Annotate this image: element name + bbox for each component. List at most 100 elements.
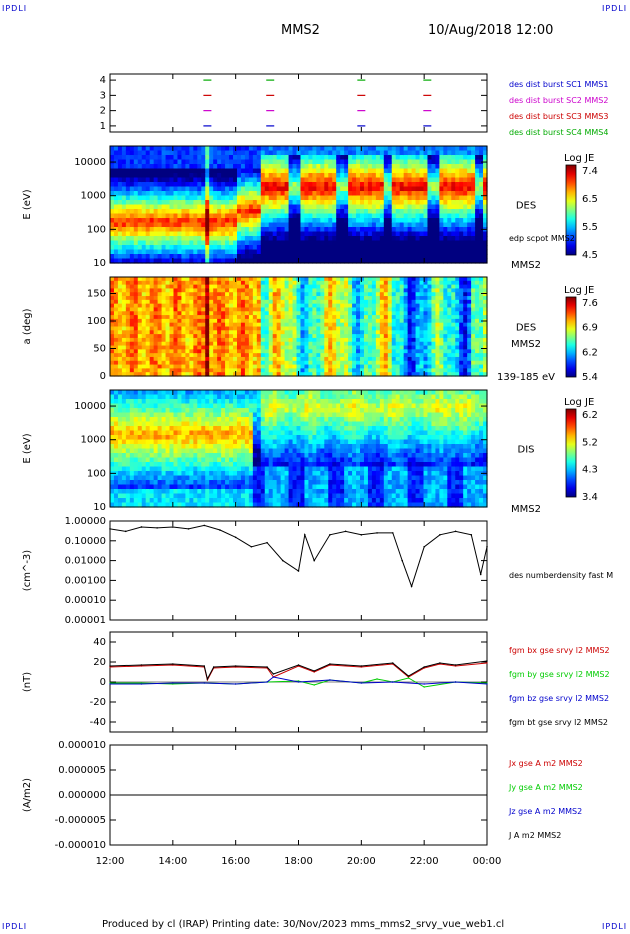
spectrogram-cell <box>272 356 278 362</box>
spectrogram-cell <box>423 341 429 347</box>
spectrogram-cell <box>149 322 155 328</box>
spectrogram-cell <box>371 177 377 183</box>
spectrogram-cell <box>209 364 214 369</box>
spectrogram-cell <box>403 258 409 264</box>
spectrogram-cell <box>467 218 472 224</box>
legend-burst-2: des dist burst SC2 MMS2 <box>509 96 608 105</box>
spectrogram-cell <box>113 337 119 343</box>
spectrogram-cell <box>344 303 349 309</box>
spectrogram-cell <box>395 231 401 237</box>
spectrogram-cell <box>125 240 131 246</box>
spectrogram-cell <box>177 177 183 183</box>
spectrogram-cell <box>296 315 302 320</box>
spectrogram-cell <box>229 288 234 293</box>
spectrogram-cell <box>185 280 190 286</box>
spectrogram-cell <box>360 318 365 324</box>
spectrogram-cell <box>197 315 202 320</box>
spectrogram-cell <box>471 182 476 188</box>
spectrogram-cell <box>320 245 325 251</box>
spectrogram-cell <box>379 364 385 369</box>
spectrogram-cell <box>129 204 135 210</box>
spectrogram-cell <box>415 240 421 246</box>
spectrogram-cell <box>113 284 119 290</box>
spectrogram-cell <box>288 209 294 215</box>
spectrogram-cell <box>197 318 202 324</box>
spectrogram-cell <box>256 299 262 305</box>
spectrogram-cell <box>447 218 452 224</box>
spectrogram-cell <box>161 155 167 161</box>
spectrogram-cell <box>427 173 433 179</box>
spectrogram-cell <box>197 284 202 290</box>
spectrogram-cell <box>157 146 163 152</box>
spectrogram-cell <box>352 168 357 174</box>
spectrogram-cell <box>193 245 198 251</box>
spectrogram-cell <box>149 164 155 170</box>
spectrogram-cell <box>336 292 341 297</box>
spectrogram-cell <box>292 195 298 201</box>
spectrogram-cell <box>141 168 147 174</box>
spectrogram-cell <box>455 364 460 369</box>
spectrogram-cell <box>383 284 389 290</box>
spectrogram-cell <box>379 322 385 328</box>
spectrogram-cell <box>328 182 333 188</box>
spectrogram-cell <box>280 284 286 290</box>
spectrogram-cell <box>411 146 417 152</box>
spectrogram-cell <box>296 209 302 215</box>
spectrogram-cell <box>324 364 329 369</box>
spectrogram-cell <box>336 164 341 170</box>
spectrogram-cell <box>233 182 238 188</box>
spectrogram-cell <box>117 240 123 246</box>
spectrogram-cell <box>248 227 254 233</box>
spectrogram-cell <box>288 155 294 161</box>
spectrogram-cell <box>209 280 214 286</box>
spectrogram-cell <box>169 330 175 335</box>
spectrogram-cell <box>240 315 246 320</box>
spectrogram-cell <box>399 258 405 264</box>
spectrogram-cell <box>467 372 472 377</box>
spectrogram-cell <box>316 254 321 260</box>
spectrogram-cell <box>248 218 254 224</box>
spectrogram-cell <box>415 227 421 233</box>
legend-burst-3: des dist burst SC3 MMS3 <box>509 112 608 121</box>
spectrogram-cell <box>189 155 194 161</box>
spectrogram-cell <box>459 209 464 215</box>
spectrogram-cell <box>375 150 381 156</box>
spectrogram-cell <box>439 182 444 188</box>
spectrogram-cell <box>419 315 425 320</box>
spectrogram-cell <box>451 177 456 183</box>
spectrogram-cell <box>221 326 226 331</box>
spectrogram-cell <box>340 240 345 246</box>
spectrogram-cell <box>340 182 345 188</box>
spectrogram-cell <box>125 249 131 255</box>
spectrogram-cell <box>463 155 468 161</box>
spectrogram-cell <box>300 218 306 224</box>
spectrogram-cell <box>161 280 167 286</box>
spectrogram-cell <box>471 222 476 228</box>
legend-burst-4: des dist burst SC4 MMS4 <box>509 128 608 137</box>
spectrogram-cell <box>391 227 397 233</box>
spectrogram-cell <box>260 372 266 377</box>
spectrogram-cell <box>455 349 460 354</box>
spectrogram-cell <box>117 311 123 316</box>
spectrogram-cell <box>427 177 433 183</box>
spectrogram-cell <box>133 277 139 282</box>
spectrogram-cell <box>225 227 230 233</box>
spectrogram-cell <box>113 288 119 293</box>
spectrogram-cell <box>332 330 337 335</box>
spectrogram-cell <box>288 322 294 328</box>
spectrogram-cell <box>209 195 214 201</box>
spectrogram-cell <box>391 288 397 293</box>
spectrogram-cell <box>141 258 147 264</box>
spectrogram-cell <box>344 296 349 301</box>
spectrogram-cell <box>256 330 262 335</box>
spectrogram-cell <box>308 258 313 264</box>
spectrogram-cell <box>340 311 345 316</box>
spectrogram-cell <box>276 326 282 331</box>
spectrogram-cell <box>209 240 214 246</box>
spectrogram-cell <box>316 249 321 255</box>
spectrogram-cell <box>217 209 222 215</box>
spectrogram-cell <box>395 303 401 309</box>
spectrogram-cell <box>264 146 270 152</box>
spectrogram-cell <box>415 337 421 343</box>
spectrogram-cell <box>320 249 325 255</box>
